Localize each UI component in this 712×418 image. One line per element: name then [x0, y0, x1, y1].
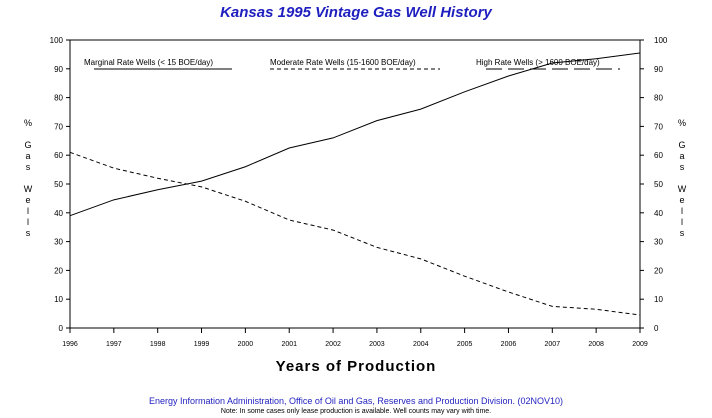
y-tick-label-right: 70: [654, 122, 663, 131]
y-tick-label-left: 10: [54, 295, 63, 304]
x-tick-label: 2009: [632, 341, 648, 348]
y-tick-label-right: 100: [654, 36, 668, 45]
x-axis-label: Years of Production: [275, 358, 437, 375]
x-tick-label: 1999: [194, 341, 210, 348]
x-tick-label: 1998: [150, 341, 166, 348]
x-tick-label: 2005: [457, 341, 473, 348]
y-tick-label-right: 40: [654, 209, 663, 218]
y-tick-label-right: 90: [654, 65, 663, 74]
y-tick-label-left: 50: [54, 180, 63, 189]
x-tick-label: 2003: [369, 341, 385, 348]
y-tick-label-left: 40: [54, 209, 63, 218]
x-tick-label: 2001: [281, 341, 297, 348]
x-tick-label: 2007: [545, 341, 561, 348]
y-tick-label-left: 100: [50, 36, 64, 45]
y-tick-label-right: 30: [654, 238, 663, 247]
x-tick-label: 2002: [325, 341, 341, 348]
plot-frame: [69, 39, 641, 329]
series-line-2: [69, 151, 641, 316]
y-tick-label-left: 70: [54, 122, 63, 131]
y-tick-label-left: 90: [54, 65, 63, 74]
x-tick-label: 2004: [413, 341, 429, 348]
y-tick-label-left: 80: [54, 94, 63, 103]
y-tick-label-left: 30: [54, 238, 63, 247]
legend-label-1: Marginal Rate Wells (< 15 BOE/day): [84, 58, 213, 67]
series-line-1: [69, 52, 641, 217]
legend-label-2: Moderate Rate Wells (15-1600 BOE/day): [270, 58, 416, 67]
x-tick-label: 1997: [106, 341, 122, 348]
y-tick-label-right: 20: [654, 266, 663, 275]
y-axis-label-right: % G a s W e l l s: [677, 118, 687, 238]
y-tick-label-right: 0: [654, 324, 659, 333]
footer-note: Note: In some cases only lease productio…: [220, 408, 492, 415]
y-tick-label-right: 80: [654, 94, 663, 103]
legend-label-3: High Rate Wells (> 1600 BOE/day): [476, 58, 600, 67]
y-tick-label-left: 0: [59, 324, 64, 333]
footer-source: Energy Information Administration, Offic…: [148, 396, 564, 406]
y-tick-label-right: 50: [654, 180, 663, 189]
y-tick-label-left: 60: [54, 151, 63, 160]
y-tick-label-left: 20: [54, 266, 63, 275]
y-tick-label-right: 60: [654, 151, 663, 160]
x-tick-label: 2006: [501, 341, 517, 348]
y-axis-label-left: % G a s W e l l s: [23, 118, 33, 238]
chart-title: Kansas 1995 Vintage Gas Well History: [220, 4, 492, 21]
x-tick-label: 2000: [238, 341, 254, 348]
x-tick-label: 1996: [62, 341, 78, 348]
x-tick-label: 2008: [588, 341, 604, 348]
y-tick-label-right: 10: [654, 295, 663, 304]
